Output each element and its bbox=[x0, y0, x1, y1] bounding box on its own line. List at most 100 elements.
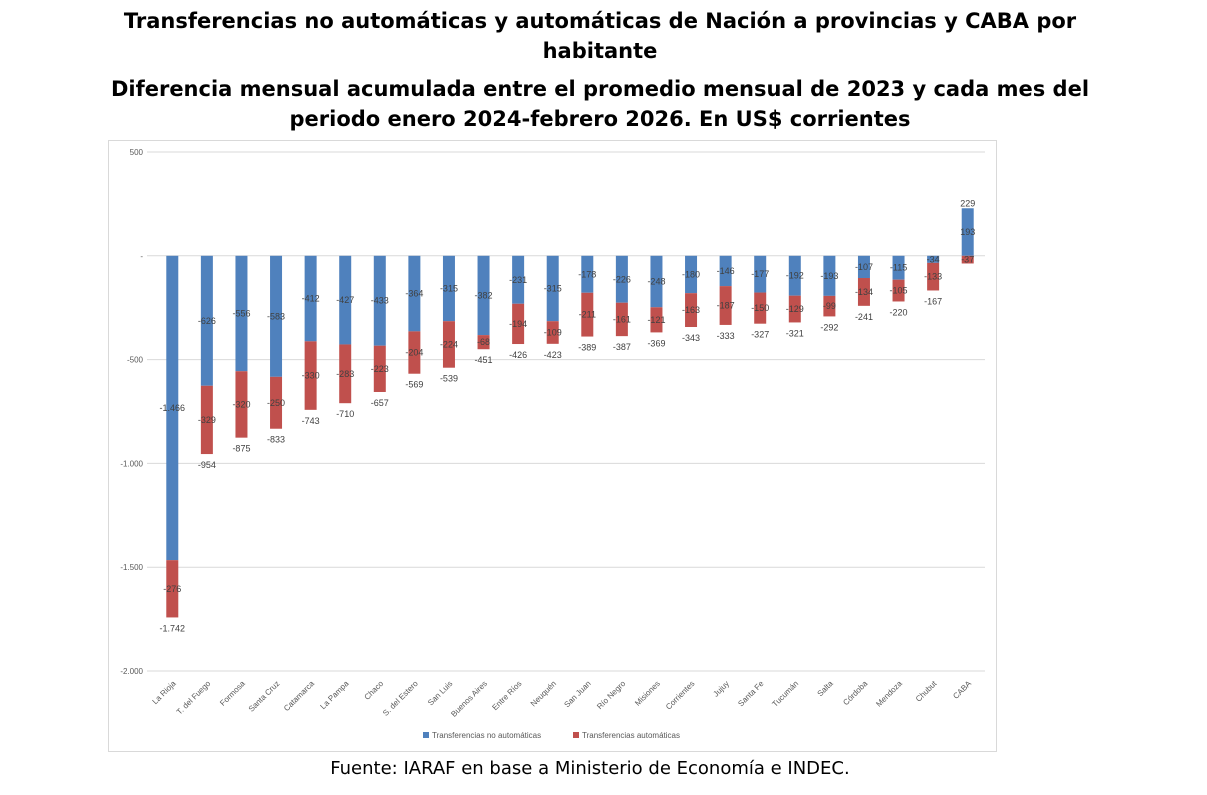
data-label-automaticas: -320 bbox=[232, 399, 250, 409]
bar-no-automaticas bbox=[339, 255, 352, 345]
x-tick-label: Córdoba bbox=[841, 679, 869, 707]
data-label-no-automaticas: -34 bbox=[927, 254, 940, 264]
bar-no-automaticas bbox=[408, 255, 421, 332]
data-label-automaticas: -211 bbox=[579, 310, 596, 320]
data-label-total: -321 bbox=[786, 328, 804, 338]
bar-automaticas bbox=[650, 307, 663, 333]
data-label-automaticas: -161 bbox=[613, 314, 631, 324]
bar-automaticas bbox=[719, 286, 732, 325]
data-label-no-automaticas: -382 bbox=[475, 290, 493, 300]
x-tick-label: S. del Estero bbox=[381, 679, 420, 718]
data-label-automaticas: -121 bbox=[647, 315, 665, 325]
bar-no-automaticas bbox=[581, 255, 594, 293]
data-label-no-automaticas: -115 bbox=[890, 263, 907, 273]
x-tick-label: Misiones bbox=[633, 679, 662, 708]
bar-no-automaticas bbox=[788, 255, 801, 296]
data-label-automaticas: -105 bbox=[890, 286, 908, 296]
bar-no-automaticas bbox=[477, 255, 490, 336]
data-label-no-automaticas: -427 bbox=[336, 295, 354, 305]
x-tick-label: San Juan bbox=[562, 679, 592, 709]
bar-no-automaticas bbox=[754, 255, 767, 293]
data-label-no-automaticas: -178 bbox=[578, 269, 596, 279]
bar-automaticas bbox=[442, 321, 455, 368]
data-label-total: -387 bbox=[613, 342, 631, 352]
bar-no-automaticas bbox=[857, 255, 870, 279]
data-label-total: -710 bbox=[336, 409, 354, 419]
data-label-no-automaticas: -193 bbox=[820, 271, 838, 281]
bar-automaticas bbox=[892, 279, 905, 302]
bar-no-automaticas bbox=[685, 255, 698, 294]
data-label-automaticas: -134 bbox=[855, 287, 873, 297]
bar-no-automaticas bbox=[892, 255, 905, 280]
bar-automaticas bbox=[339, 344, 352, 404]
x-tick-label: Chaco bbox=[362, 679, 385, 702]
x-tick-label: Río Negro bbox=[595, 679, 628, 712]
x-tick-label: Salta bbox=[816, 679, 836, 699]
bar-automaticas bbox=[304, 341, 317, 410]
bar-automaticas bbox=[961, 255, 974, 264]
data-label-automaticas: -150 bbox=[751, 303, 769, 313]
data-label-automaticas: -68 bbox=[477, 337, 490, 347]
y-tick-label: -500 bbox=[127, 356, 144, 365]
data-label-total: -743 bbox=[302, 416, 320, 426]
data-label-no-automaticas: -364 bbox=[405, 289, 423, 299]
bar-no-automaticas bbox=[166, 255, 179, 561]
bar-automaticas bbox=[408, 331, 421, 374]
bar-no-automaticas bbox=[719, 255, 732, 287]
data-label-total: -369 bbox=[647, 338, 665, 348]
bar-automaticas bbox=[823, 295, 836, 317]
data-label-total: -343 bbox=[682, 333, 700, 343]
data-label-automaticas: -283 bbox=[336, 369, 354, 379]
data-label-automaticas: -99 bbox=[823, 301, 836, 311]
data-label-no-automaticas: -583 bbox=[267, 311, 285, 321]
x-tick-label: Chubut bbox=[914, 679, 939, 704]
x-tick-label: Neuquén bbox=[529, 679, 558, 708]
bar-automaticas bbox=[477, 335, 490, 350]
x-tick-label: Tucumán bbox=[770, 679, 800, 709]
data-label-total: -389 bbox=[578, 343, 596, 353]
chart-area bbox=[108, 140, 997, 752]
y-tick-label: -2.000 bbox=[120, 667, 143, 676]
bar-no-automaticas bbox=[546, 255, 559, 322]
y-tick-label: -1.000 bbox=[120, 459, 143, 468]
bar-automaticas bbox=[373, 345, 386, 392]
bar-no-automaticas bbox=[927, 255, 940, 263]
bar-no-automaticas bbox=[442, 255, 455, 322]
bar-automaticas bbox=[685, 293, 698, 328]
data-label-no-automaticas: -315 bbox=[440, 283, 458, 293]
data-label-automaticas: -129 bbox=[786, 304, 804, 314]
legend-swatch-automaticas bbox=[573, 732, 579, 738]
bar-automaticas bbox=[235, 371, 248, 438]
y-tick-label: 500 bbox=[130, 148, 144, 157]
data-label-total: -220 bbox=[890, 307, 908, 317]
data-label-no-automaticas: -248 bbox=[647, 277, 665, 287]
data-label-no-automaticas: -226 bbox=[613, 274, 631, 284]
x-tick-label: Catamarca bbox=[282, 679, 316, 713]
bar-no-automaticas bbox=[304, 255, 317, 342]
bar-no-automaticas bbox=[200, 255, 213, 386]
x-tick-label: San Luis bbox=[426, 679, 454, 707]
data-label-no-automaticas: -412 bbox=[302, 294, 320, 304]
data-label-automaticas: -194 bbox=[509, 319, 527, 329]
x-tick-label: Corrientes bbox=[664, 679, 696, 711]
bar-no-automaticas bbox=[270, 255, 283, 377]
bar-automaticas bbox=[927, 262, 940, 291]
data-label-total: -569 bbox=[405, 380, 423, 390]
data-label-no-automaticas: -433 bbox=[371, 296, 389, 306]
data-label-no-automaticas: -1.466 bbox=[160, 403, 186, 413]
bar-automaticas bbox=[270, 376, 283, 429]
bar-no-automaticas bbox=[512, 255, 525, 304]
data-label-no-automaticas: -315 bbox=[544, 283, 562, 293]
data-label-automaticas: -329 bbox=[198, 415, 216, 425]
x-tick-label: Jujuy bbox=[711, 679, 731, 699]
bar-automaticas bbox=[788, 295, 801, 323]
data-label-automaticas: -224 bbox=[440, 339, 458, 349]
x-tick-label: Buenos Aires bbox=[449, 679, 489, 719]
data-label-total: -657 bbox=[371, 398, 389, 408]
data-label-automaticas: -276 bbox=[163, 584, 181, 594]
data-label-automaticas: -187 bbox=[717, 301, 735, 311]
data-label-no-automaticas: -626 bbox=[198, 316, 216, 326]
data-label-no-automaticas: -180 bbox=[682, 269, 700, 279]
x-tick-label: Mendoza bbox=[874, 679, 904, 709]
data-label-total: -333 bbox=[717, 331, 735, 341]
